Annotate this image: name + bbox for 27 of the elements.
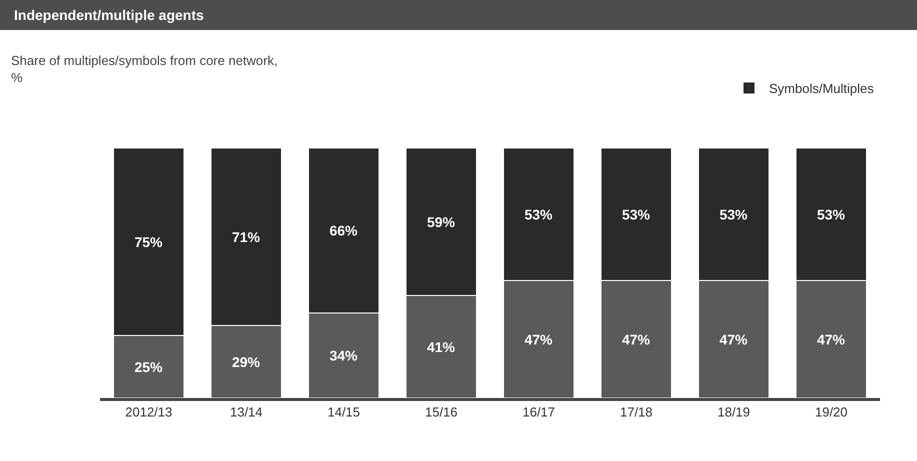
data-label: 53%	[524, 206, 554, 222]
data-label: 47%	[622, 331, 651, 348]
data-label: 29%	[232, 354, 261, 370]
data-label: 66%	[329, 222, 358, 238]
data-label: 53%	[719, 206, 748, 222]
data-label: 41%	[426, 338, 456, 355]
data-label: 53%	[816, 206, 846, 222]
data-label: 53%	[622, 206, 651, 222]
legend-label: Symbols/Multiples	[769, 81, 874, 96]
x-tick-label: 15/16	[424, 404, 458, 420]
data-label: 47%	[719, 331, 748, 348]
x-tick-label: 14/15	[327, 404, 360, 420]
data-label: 47%	[816, 331, 846, 348]
x-tick-label: 2012/13	[125, 404, 172, 420]
chart-title: Independent/multiple agents	[0, 0, 917, 30]
data-label: 59%	[426, 214, 456, 230]
x-tick-label: 16/17	[522, 404, 556, 420]
data-label: 34%	[329, 348, 358, 364]
data-label: 47%	[524, 331, 554, 348]
x-tick-label: 19/20	[814, 404, 848, 420]
data-label: 25%	[134, 358, 164, 375]
data-label: 71%	[232, 228, 261, 245]
x-tick-label: 13/14	[230, 404, 263, 420]
data-label: 75%	[134, 234, 164, 250]
chart-subtitle: Share of multiples/symbols from core network, %	[11, 53, 278, 85]
x-tick-label: 18/19	[717, 404, 750, 420]
x-tick-label: 17/18	[620, 404, 653, 420]
